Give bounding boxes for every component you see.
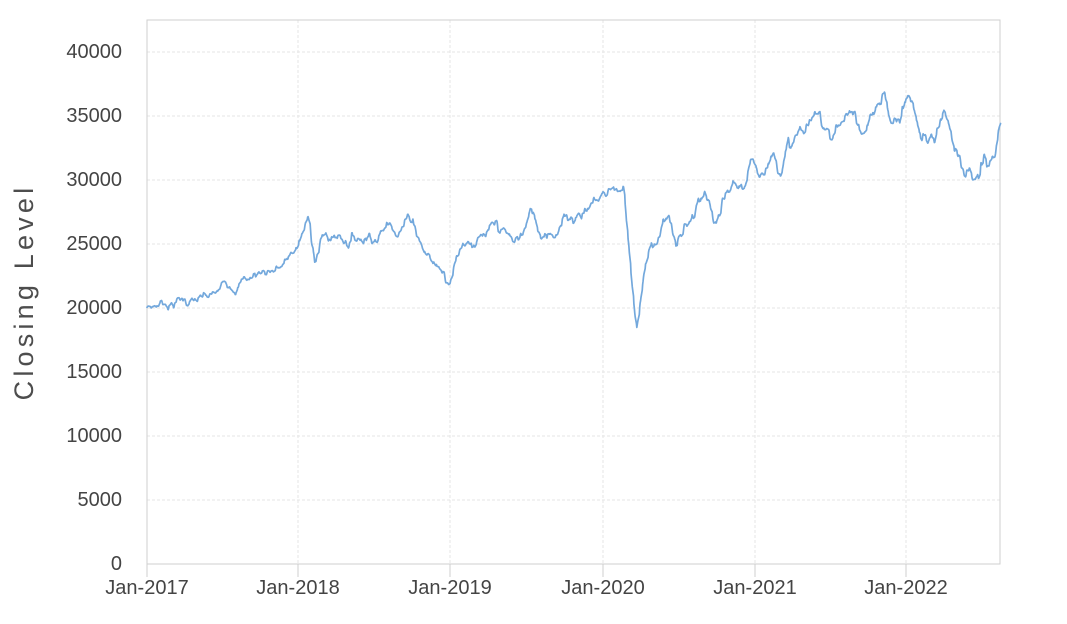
svg-text:30000: 30000 [66,169,122,191]
svg-text:35000: 35000 [66,105,122,127]
svg-text:Jan-2017: Jan-2017 [105,577,188,599]
svg-text:0: 0 [111,553,122,575]
svg-text:40000: 40000 [66,41,122,63]
svg-text:Jan-2019: Jan-2019 [408,577,491,599]
svg-text:20000: 20000 [66,297,122,319]
svg-text:5000: 5000 [78,489,123,511]
svg-text:Jan-2021: Jan-2021 [713,577,796,599]
svg-text:10000: 10000 [66,425,122,447]
svg-text:25000: 25000 [66,233,122,255]
svg-text:15000: 15000 [66,361,122,383]
svg-text:Jan-2018: Jan-2018 [256,577,339,599]
svg-text:Jan-2020: Jan-2020 [561,577,644,599]
svg-text:Closing Level: Closing Level [9,184,39,401]
svg-text:Jan-2022: Jan-2022 [864,577,947,599]
